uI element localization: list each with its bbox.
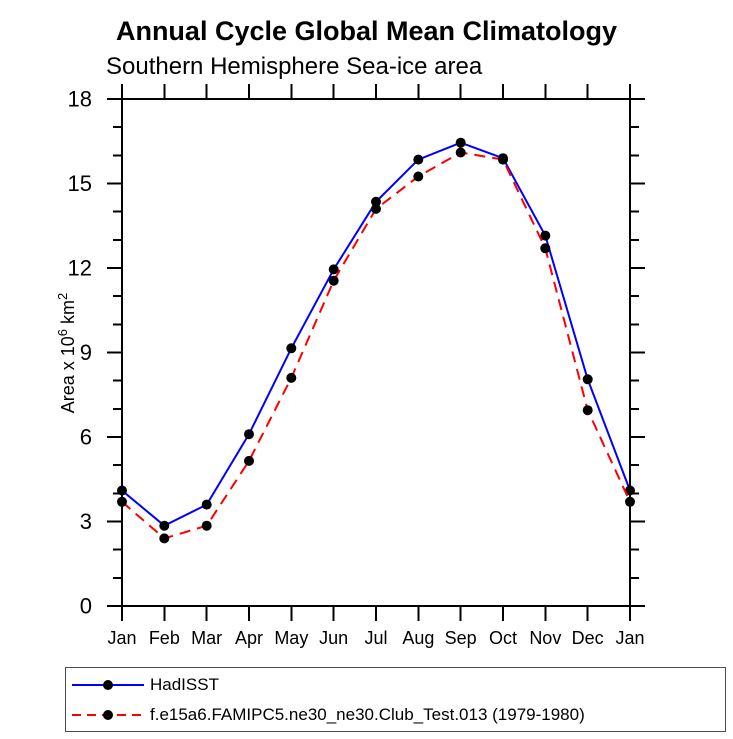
data-point-marker	[582, 405, 593, 416]
data-point-marker	[540, 230, 551, 241]
legend-marker-icon	[103, 679, 113, 690]
data-point-marker	[498, 154, 508, 165]
data-point-marker	[328, 264, 339, 275]
x-axis-tick-label: Feb	[149, 628, 180, 648]
data-point-marker	[159, 520, 170, 531]
data-point-marker	[244, 455, 254, 466]
axes	[107, 84, 645, 621]
data-point-marker	[625, 485, 635, 496]
chart-subtitle: Southern Hemisphere Sea-ice area	[106, 53, 483, 80]
legend-line-sample-solid	[72, 679, 144, 690]
data-point-marker	[159, 533, 170, 544]
legend-line-sample-dashed	[72, 709, 144, 720]
data-point-marker	[455, 147, 466, 158]
data-point-marker	[413, 171, 424, 182]
y-axis-tick-label: 18	[68, 87, 92, 112]
x-axis-tick-label: Sep	[445, 628, 477, 648]
y-axis-tick-label: 9	[80, 340, 92, 365]
y-axis-tick-label: 6	[80, 425, 92, 450]
data-point-marker	[625, 496, 635, 507]
legend: HadISST f.e15a6.FAMIPC5.ne30_ne30.Club_T…	[65, 667, 726, 732]
legend-label-model: f.e15a6.FAMIPC5.ne30_ne30.Club_Test.013 …	[150, 704, 585, 724]
data-point-marker	[455, 137, 466, 148]
data-point-marker	[328, 275, 339, 286]
data-point-marker	[413, 154, 424, 165]
data-point-marker	[371, 203, 381, 214]
legend-label-observation: HadISST	[150, 674, 219, 694]
legend-entry-observation: HadISST	[70, 670, 725, 700]
x-axis-tick-label: Jan	[615, 628, 644, 648]
data-point-marker	[117, 485, 127, 496]
x-axis-tick-label: Dec	[572, 628, 604, 648]
y-axis-title: Area x 106 km2	[55, 293, 78, 414]
y-axis-tick-label: 12	[68, 256, 92, 281]
x-axis-tick-label: Aug	[402, 628, 434, 648]
data-point-marker	[286, 343, 297, 354]
data-point-marker	[244, 429, 254, 440]
data-point-marker	[582, 374, 593, 385]
x-axis-tick-label: May	[274, 628, 308, 648]
data-point-marker	[201, 499, 212, 510]
x-axis-tick-label: Apr	[235, 628, 263, 648]
x-axis-tick-label: Jul	[364, 628, 387, 648]
x-axis-tick-label: Mar	[191, 628, 222, 648]
data-point-marker	[540, 243, 551, 254]
data-point-marker	[117, 496, 127, 507]
data-point-marker	[201, 520, 212, 531]
y-axis-tick-label: 15	[68, 171, 92, 196]
x-axis-tick-label: Jan	[107, 628, 136, 648]
chart-title: Annual Cycle Global Mean Climatology	[115, 16, 618, 46]
legend-entry-model: f.e15a6.FAMIPC5.ne30_ne30.Club_Test.013 …	[70, 700, 725, 730]
tick-labels: 0 3 6 9 12 15 18 Jan Feb Mar Apr May Jun Jul Aug Sep Oct…	[68, 87, 645, 649]
plot-area: Area x 106 km2 0 3 6 9 12 15 18 Jan Feb Mar Apr May…	[55, 84, 645, 649]
y-axis-tick-label: 3	[80, 509, 92, 534]
x-axis-tick-label: Oct	[489, 628, 517, 648]
legend-marker-icon	[103, 709, 113, 720]
data-point-marker	[286, 372, 297, 383]
y-axis-tick-label: 0	[80, 594, 92, 619]
x-axis-tick-label: Jun	[319, 628, 348, 648]
x-axis-tick-label: Nov	[529, 628, 561, 648]
data-point-marker	[371, 196, 381, 207]
